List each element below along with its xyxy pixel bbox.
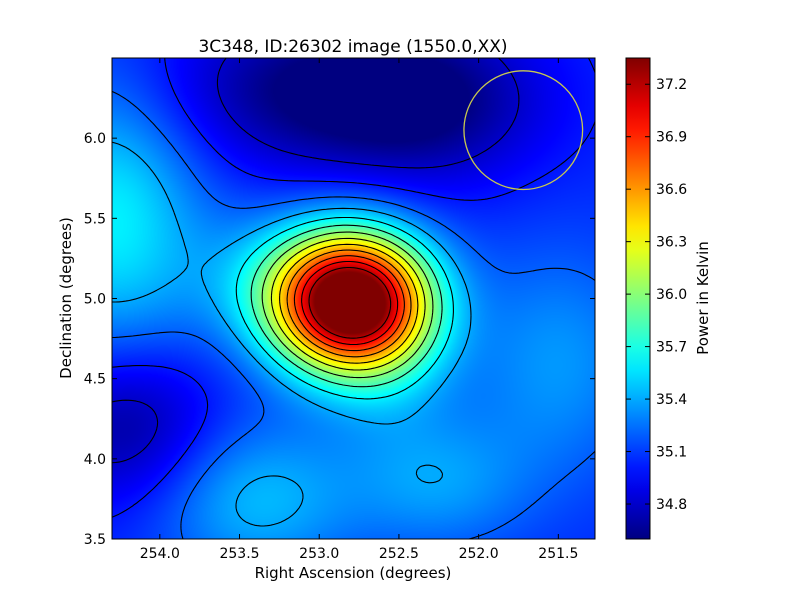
contour-line: [111, 141, 472, 527]
contour-line: [293, 255, 405, 352]
contour-line: [235, 216, 454, 400]
x-axis-label: Right Ascension (degrees): [255, 564, 452, 582]
chart-title: 3C348, ID:26302 image (1550.0,XX): [198, 37, 507, 57]
colorbar-gradient: [625, 57, 651, 540]
x-tick-label: 254.0: [140, 546, 180, 562]
x-tick-label: 253.0: [299, 546, 339, 562]
x-tick-label: 252.0: [459, 546, 499, 562]
colorbar-tick-label: 35.4: [656, 392, 687, 408]
colorbar-ticks: 34.8 35.1 35.4 35.7 36.0 36.3 36.6 36.9 37.2: [626, 77, 687, 513]
colorbar-tick-label: 35.7: [656, 340, 687, 356]
y-tick-label: 4.0: [84, 452, 106, 468]
contour-line: [261, 231, 434, 379]
contour-line: [111, 57, 520, 464]
contour-line: [111, 57, 596, 518]
x-axis: 254.0 253.5 253.0 252.5 252.0 251.5: [140, 58, 578, 562]
contour-line: [286, 249, 412, 358]
y-tick-label: 6.0: [84, 131, 106, 147]
heatmap-image: [112, 58, 595, 539]
contour-line: [301, 260, 399, 346]
y-tick-label: 5.5: [84, 211, 106, 227]
contour-line: [279, 243, 419, 364]
contour-line: [250, 224, 443, 388]
y-axis-label: Declination (degrees): [57, 217, 75, 379]
colorbar-tick-label: 36.6: [656, 182, 687, 198]
colorbar-tick-label: 36.9: [656, 130, 687, 146]
colorbar-tick-label: 37.2: [656, 77, 687, 93]
contour-line: [111, 90, 596, 540]
contour-lines: [111, 57, 596, 540]
y-axis: 3.5 4.0 4.5 5.0 5.5 6.0: [84, 131, 595, 548]
y-tick-label: 3.5: [84, 532, 106, 548]
beam-circle: [463, 70, 584, 191]
x-tick-label: 252.5: [379, 546, 419, 562]
colorbar-tick-label: 35.1: [656, 445, 687, 461]
contour-line: [308, 266, 392, 339]
contour-line: [270, 237, 426, 371]
colorbar-label: Power in Kelvin: [694, 241, 712, 355]
colorbar-tick-label: 34.8: [656, 497, 687, 513]
heatmap-plot: [111, 57, 596, 540]
y-tick-label: 5.0: [84, 292, 106, 308]
colorbar: 34.8 35.1 35.4 35.7 36.0 36.3 36.6 36.9 37.2 Pow…: [625, 57, 712, 540]
x-tick-label: 253.5: [219, 546, 259, 562]
colorbar-tick-label: 36.3: [656, 235, 687, 251]
x-tick-label: 251.5: [538, 546, 578, 562]
colorbar-tick-label: 36.0: [656, 287, 687, 303]
y-tick-label: 4.5: [84, 372, 106, 388]
